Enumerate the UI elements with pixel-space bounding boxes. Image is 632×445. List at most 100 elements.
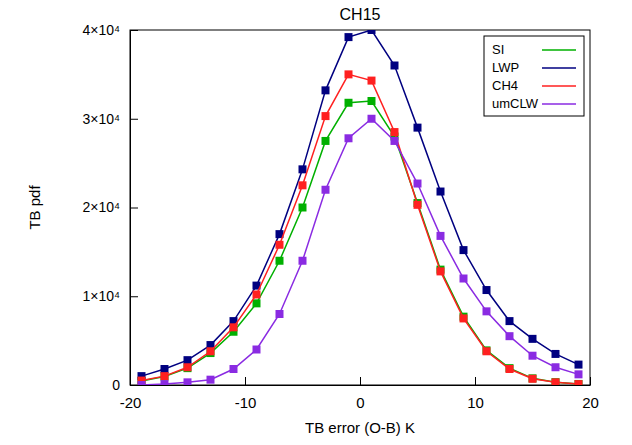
series-marker (207, 347, 215, 355)
x-tick-mark (245, 377, 246, 385)
y-tick: 4×10⁴ (82, 22, 138, 38)
legend-swatch (542, 49, 576, 51)
series-marker (276, 257, 284, 265)
series-marker (184, 363, 192, 371)
chart: -20 -10 0 10 20 0 1×10⁴ 2×10⁴ 3×10⁴ 4×10⁴ CH15 TB e… (0, 0, 632, 445)
series-marker (276, 241, 284, 249)
series-marker (322, 86, 330, 94)
series-marker (368, 115, 376, 123)
series-marker (345, 33, 353, 41)
series-marker (276, 310, 284, 318)
series-marker (230, 365, 238, 373)
series-marker (322, 186, 330, 194)
series-line (142, 30, 579, 376)
x-tick: 10 (467, 377, 484, 411)
y-tick-mark (130, 208, 138, 209)
series-marker (391, 62, 399, 70)
series-marker (345, 70, 353, 78)
series-marker (299, 165, 307, 173)
y-tick-label: 2×10⁴ (82, 199, 120, 215)
legend-label: LWP (492, 60, 519, 75)
x-tick-mark (360, 377, 361, 385)
series-marker (506, 332, 514, 340)
x-tick: 0 (356, 377, 364, 411)
series-marker (529, 352, 537, 360)
series-line (142, 101, 579, 384)
legend-label: umCLW (492, 96, 539, 111)
series-marker (253, 346, 261, 354)
legend-box (484, 36, 584, 116)
series-marker (506, 365, 514, 373)
series-marker (161, 365, 169, 373)
series-marker (552, 378, 560, 385)
series-marker (184, 364, 192, 372)
series-marker (322, 137, 330, 145)
series-marker (483, 346, 491, 354)
y-tick: 1×10⁴ (82, 288, 138, 304)
series-marker (529, 375, 537, 383)
x-tick-label: -20 (120, 394, 142, 411)
y-tick-mark (130, 119, 138, 120)
x-tick-label: 20 (582, 394, 599, 411)
series-marker (460, 314, 468, 322)
series-marker (253, 290, 261, 298)
x-axis-title: TB error (O-B) K (305, 419, 415, 436)
series-marker (437, 188, 445, 196)
series-line (142, 119, 579, 385)
series-marker (460, 246, 468, 254)
x-tick-mark (475, 377, 476, 385)
series-marker (414, 180, 422, 188)
legend-label: SI (492, 42, 504, 57)
series-marker (414, 124, 422, 132)
series-marker (575, 380, 583, 385)
series-marker (368, 77, 376, 85)
series-marker (506, 317, 514, 325)
series-marker (253, 299, 261, 307)
series-marker (368, 30, 376, 34)
y-tick-label: 1×10⁴ (82, 288, 120, 304)
series-marker (391, 137, 399, 145)
x-tick-label: 0 (356, 394, 364, 411)
y-tick: 2×10⁴ (82, 199, 138, 215)
series-marker (506, 364, 514, 372)
y-axis: 0 1×10⁴ 2×10⁴ 3×10⁴ 4×10⁴ (82, 22, 138, 393)
y-tick-label: 4×10⁴ (82, 22, 120, 38)
series-marker (184, 356, 192, 364)
series-marker (161, 372, 169, 380)
legend-swatch (542, 103, 576, 105)
series-marker (552, 378, 560, 385)
legend: SI LWP CH4 umCLW (484, 36, 584, 116)
series-marker (184, 378, 192, 385)
x-tick: -10 (235, 377, 257, 411)
series-marker (483, 307, 491, 315)
plot-frame (130, 30, 590, 385)
y-tick-mark (130, 30, 138, 31)
series-marker (138, 381, 146, 385)
series-marker (460, 275, 468, 283)
y-tick-mark (130, 296, 138, 297)
series-marker (322, 112, 330, 120)
series-marker (414, 201, 422, 209)
series-marker (299, 204, 307, 212)
legend-label: CH4 (492, 78, 518, 93)
series-marker (552, 350, 560, 358)
y-tick: 3×10⁴ (82, 111, 138, 127)
series-marker (207, 376, 215, 384)
series-marker (230, 323, 238, 331)
series-marker (299, 257, 307, 265)
x-tick-label: -10 (235, 394, 257, 411)
series-marker (529, 374, 537, 382)
series-marker (483, 286, 491, 294)
series-marker (575, 361, 583, 369)
legend-swatch (542, 67, 576, 69)
y-tick: 0 (112, 377, 138, 393)
series-marker (345, 134, 353, 142)
x-tick-mark (590, 377, 591, 385)
title: CH15 (340, 6, 381, 23)
series-marker (483, 347, 491, 355)
series-marker (437, 267, 445, 275)
series-marker (299, 181, 307, 189)
series-marker (552, 363, 560, 371)
series-marker (368, 97, 376, 105)
x-axis-line (131, 385, 591, 386)
